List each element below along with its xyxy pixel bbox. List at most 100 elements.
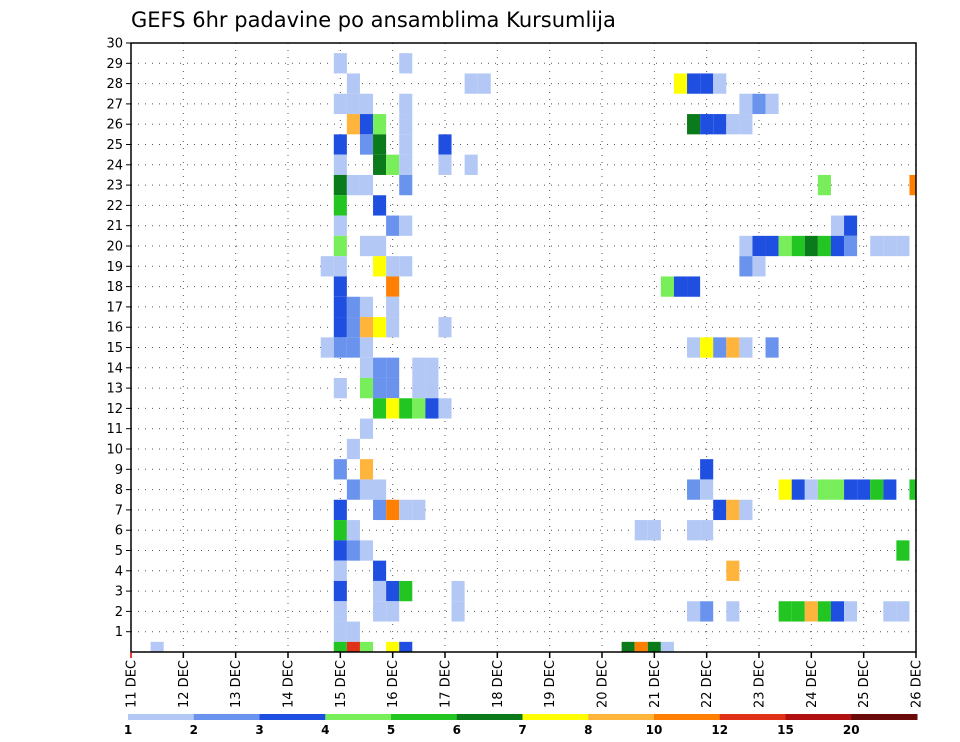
heatmap-cell	[320, 337, 334, 358]
y-tick-label: 21	[106, 219, 123, 234]
heatmap-cell	[412, 499, 426, 521]
heatmap-cell	[373, 317, 387, 338]
colorbar-label: 15	[777, 723, 794, 737]
heatmap-cell	[817, 235, 831, 257]
heatmap-cell	[333, 174, 347, 196]
y-tick-label: 9	[115, 463, 123, 478]
heatmap-cell	[399, 641, 413, 652]
heatmap-cell	[634, 641, 648, 652]
heatmap-cell	[333, 93, 347, 115]
heatmap-cell	[346, 114, 360, 135]
y-tick-label: 2	[115, 605, 123, 620]
heatmap-cell	[804, 479, 818, 500]
x-tick-label: 14 DEC	[282, 660, 297, 708]
y-tick-label: 25	[106, 138, 123, 153]
heatmap-cell	[700, 73, 714, 94]
heatmap-cell	[647, 520, 661, 541]
y-tick-label: 17	[106, 300, 123, 315]
heatmap-cell	[346, 641, 360, 652]
colorbar-label: 20	[843, 723, 860, 737]
heatmap-cell	[346, 296, 360, 318]
heatmap-cell	[386, 317, 400, 338]
y-tick-label: 3	[115, 585, 123, 600]
y-tick-label: 22	[106, 199, 123, 214]
heatmap-cell	[333, 256, 347, 277]
heatmap-cell	[386, 377, 400, 399]
colorbar-label: 4	[321, 723, 329, 737]
heatmap-cell	[700, 337, 714, 358]
heatmap-cell	[399, 93, 413, 115]
heatmap-cell	[399, 134, 413, 155]
y-tick-label: 19	[106, 260, 123, 275]
heatmap-cell	[726, 601, 740, 622]
heatmap-cell	[359, 479, 374, 500]
heatmap-cell	[373, 154, 387, 175]
heatmap-cell	[373, 479, 387, 500]
heatmap-cell	[844, 479, 858, 500]
heatmap-cell	[726, 560, 740, 581]
heatmap-cell	[726, 337, 740, 358]
heatmap-cell	[425, 357, 439, 378]
heatmap-cell	[844, 235, 858, 257]
x-tick-label: 20 DEC	[596, 660, 611, 708]
colorbar-label: 8	[584, 723, 592, 737]
heatmap-cell	[333, 195, 347, 216]
heatmap-cell	[700, 601, 714, 622]
heatmap-cell	[778, 601, 792, 622]
colorbar-label: 3	[255, 723, 263, 737]
heatmap-cell	[817, 479, 831, 500]
colorbar-segment	[851, 714, 918, 720]
heatmap-cell	[373, 114, 387, 135]
heatmap-cell	[359, 418, 374, 439]
heatmap-cell	[399, 398, 413, 419]
heatmap-cell	[346, 174, 360, 196]
heatmap-cell	[333, 53, 347, 74]
heatmap-cell	[896, 540, 910, 561]
heatmap-cell	[726, 499, 740, 521]
heatmap-cell	[373, 601, 387, 622]
colorbar-segment	[259, 714, 326, 720]
heatmap-cell	[687, 276, 701, 297]
heatmap-cell	[477, 73, 491, 94]
heatmap-cell	[359, 540, 374, 561]
heatmap-cell	[359, 174, 374, 196]
y-tick-label: 27	[106, 97, 123, 112]
colorbar-segment	[128, 714, 195, 720]
colorbar-segment	[654, 714, 721, 720]
heatmap-cell	[333, 580, 347, 602]
heatmap-cell	[660, 641, 674, 652]
y-tick-label: 11	[106, 422, 123, 437]
heatmap-cell	[333, 235, 347, 257]
colorbar-segment	[588, 714, 655, 720]
heatmap-cell	[373, 256, 387, 277]
heatmap-cell	[817, 174, 831, 196]
heatmap-cell	[896, 235, 910, 257]
y-tick-label: 16	[106, 321, 123, 336]
heatmap-cell	[386, 276, 400, 297]
heatmap-cell	[752, 235, 766, 257]
heatmap-cell	[739, 114, 753, 135]
heatmap-cell	[373, 357, 387, 378]
y-tick-label: 13	[106, 382, 123, 397]
y-tick-label: 12	[106, 402, 123, 417]
x-tick-label: 22 DEC	[700, 660, 715, 708]
heatmap-cell	[830, 479, 845, 500]
heatmap-cell	[346, 479, 360, 500]
heatmap-cell	[333, 276, 347, 297]
colorbar: 1 2 3 4 5 6 7 8 10 12 15 20	[124, 714, 918, 737]
heatmap-cell	[804, 601, 818, 622]
colorbar-segment	[719, 714, 786, 720]
heatmap-cell	[386, 641, 400, 652]
y-tick-label: 1	[115, 625, 123, 640]
heatmap-cell	[673, 73, 688, 94]
heatmap-cell	[438, 134, 452, 155]
heatmap-cell	[660, 276, 674, 297]
heatmap-cell	[386, 357, 400, 378]
heatmap-cell	[464, 73, 478, 94]
colorbar-segment	[325, 714, 392, 720]
colorbar-segment	[785, 714, 852, 720]
heatmap-cell	[359, 296, 374, 318]
heatmap-cell	[359, 317, 374, 338]
heatmap-cell	[425, 398, 439, 419]
colorbar-label: 10	[646, 723, 663, 737]
